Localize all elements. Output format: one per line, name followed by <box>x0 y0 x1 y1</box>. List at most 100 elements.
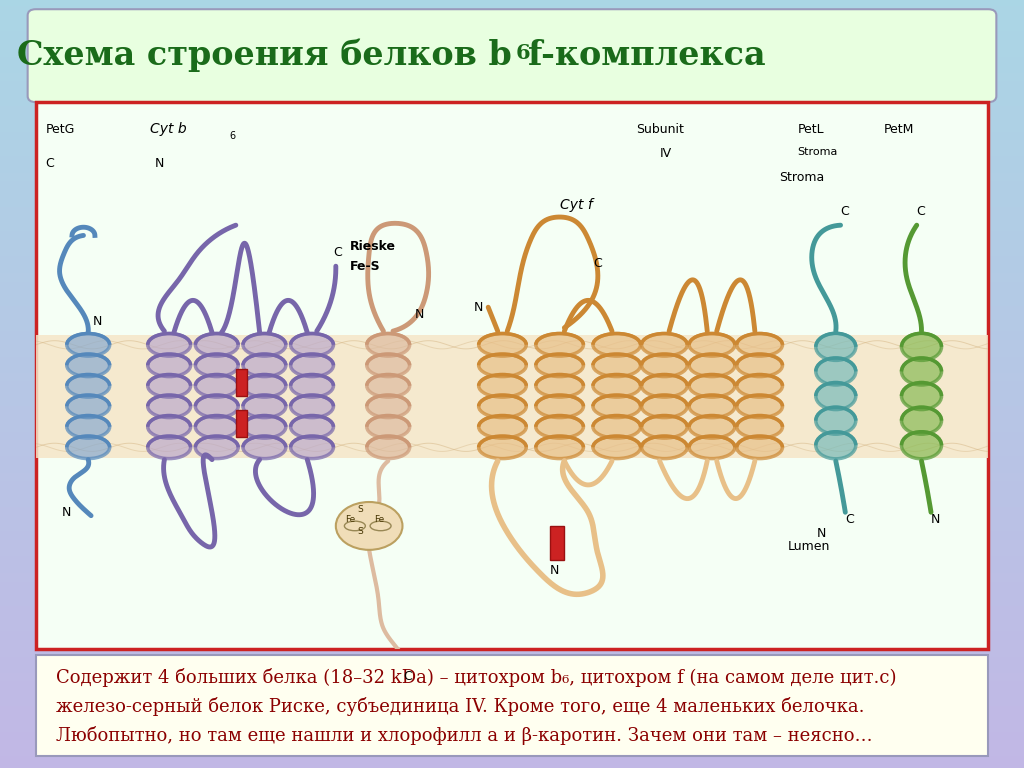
Text: 6: 6 <box>516 43 530 63</box>
Ellipse shape <box>291 333 334 356</box>
Ellipse shape <box>147 375 190 397</box>
Ellipse shape <box>196 375 239 397</box>
Ellipse shape <box>593 415 641 438</box>
Ellipse shape <box>736 395 782 418</box>
FancyBboxPatch shape <box>36 655 988 756</box>
Ellipse shape <box>291 375 334 397</box>
Ellipse shape <box>641 354 687 376</box>
Ellipse shape <box>478 395 526 418</box>
Ellipse shape <box>736 354 782 376</box>
Ellipse shape <box>196 395 239 418</box>
Ellipse shape <box>243 375 286 397</box>
Ellipse shape <box>593 333 641 356</box>
Ellipse shape <box>196 415 239 438</box>
Ellipse shape <box>147 395 190 418</box>
Text: железо-серный белок Риске, субъединица IV. Кроме того, еще 4 маленьких белочка.: железо-серный белок Риске, субъединица I… <box>56 697 865 716</box>
Ellipse shape <box>689 415 735 438</box>
Ellipse shape <box>243 333 286 356</box>
Ellipse shape <box>67 375 110 397</box>
Ellipse shape <box>147 333 190 356</box>
Ellipse shape <box>536 415 584 438</box>
Text: Lumen: Lumen <box>788 540 830 553</box>
Ellipse shape <box>478 436 526 458</box>
Text: N: N <box>550 564 559 578</box>
Bar <box>550 526 564 560</box>
Text: PetM: PetM <box>884 124 913 137</box>
Ellipse shape <box>736 436 782 458</box>
Text: C: C <box>916 205 926 218</box>
Text: N: N <box>415 308 424 321</box>
Text: 6: 6 <box>229 131 236 141</box>
Ellipse shape <box>901 358 941 385</box>
Text: IV: IV <box>659 147 672 161</box>
Ellipse shape <box>67 333 110 356</box>
Ellipse shape <box>536 333 584 356</box>
Text: PetL: PetL <box>798 124 824 137</box>
Ellipse shape <box>689 375 735 397</box>
Bar <box>236 369 247 396</box>
Ellipse shape <box>196 333 239 356</box>
Ellipse shape <box>367 354 410 376</box>
Ellipse shape <box>901 432 941 458</box>
Text: C: C <box>846 513 854 526</box>
Ellipse shape <box>736 415 782 438</box>
Ellipse shape <box>736 333 782 356</box>
Ellipse shape <box>147 354 190 376</box>
Ellipse shape <box>593 395 641 418</box>
Ellipse shape <box>147 436 190 458</box>
Ellipse shape <box>593 436 641 458</box>
Text: N: N <box>817 527 826 540</box>
Text: Stroma: Stroma <box>778 171 824 184</box>
Circle shape <box>336 502 402 550</box>
Text: S: S <box>357 505 364 514</box>
Text: C: C <box>333 247 342 260</box>
Ellipse shape <box>689 333 735 356</box>
Ellipse shape <box>593 354 641 376</box>
FancyBboxPatch shape <box>28 9 996 102</box>
Ellipse shape <box>291 395 334 418</box>
Text: Cyt f: Cyt f <box>560 197 592 211</box>
Ellipse shape <box>243 415 286 438</box>
Ellipse shape <box>67 415 110 438</box>
Ellipse shape <box>147 415 190 438</box>
Ellipse shape <box>901 407 941 434</box>
Text: C: C <box>402 670 412 684</box>
Ellipse shape <box>593 375 641 397</box>
Ellipse shape <box>478 333 526 356</box>
Ellipse shape <box>291 354 334 376</box>
Ellipse shape <box>641 375 687 397</box>
Text: Subunit: Subunit <box>636 124 684 137</box>
Ellipse shape <box>196 354 239 376</box>
Text: S: S <box>357 527 364 536</box>
Text: Fe: Fe <box>345 515 355 524</box>
Ellipse shape <box>689 436 735 458</box>
Ellipse shape <box>816 333 856 360</box>
Text: N: N <box>474 301 483 314</box>
Text: C: C <box>45 157 54 170</box>
Text: Rieske: Rieske <box>350 240 396 253</box>
Ellipse shape <box>536 395 584 418</box>
Ellipse shape <box>901 382 941 409</box>
Ellipse shape <box>478 354 526 376</box>
Ellipse shape <box>196 436 239 458</box>
Ellipse shape <box>641 333 687 356</box>
Ellipse shape <box>67 395 110 418</box>
Ellipse shape <box>736 375 782 397</box>
Ellipse shape <box>816 382 856 409</box>
Text: N: N <box>61 506 71 519</box>
Ellipse shape <box>816 432 856 458</box>
Ellipse shape <box>243 436 286 458</box>
Ellipse shape <box>67 436 110 458</box>
Ellipse shape <box>67 354 110 376</box>
Text: Cyt b: Cyt b <box>151 122 186 137</box>
Ellipse shape <box>243 354 286 376</box>
Text: N: N <box>155 157 164 170</box>
FancyBboxPatch shape <box>36 335 988 458</box>
Ellipse shape <box>243 395 286 418</box>
Text: Любопытно, но там еще нашли и хлорофилл а и β-каротин. Зачем они там – неясно…: Любопытно, но там еще нашли и хлорофилл … <box>56 727 872 745</box>
Text: Fe: Fe <box>374 515 384 524</box>
Ellipse shape <box>367 415 410 438</box>
Ellipse shape <box>641 415 687 438</box>
Ellipse shape <box>536 354 584 376</box>
Ellipse shape <box>478 375 526 397</box>
